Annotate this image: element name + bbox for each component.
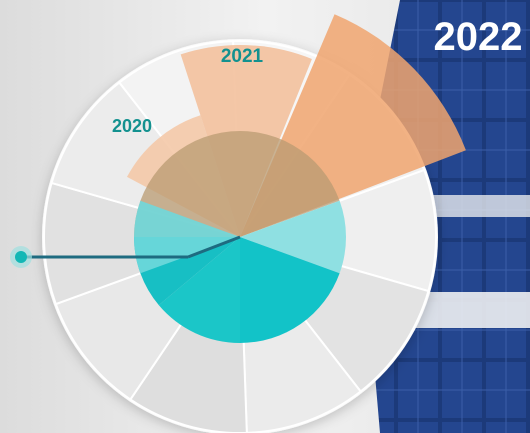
pointer-dot: [15, 251, 27, 263]
year-label: 2020: [112, 116, 152, 136]
year-label: 2022: [434, 15, 523, 59]
page: 2020 2021 2022 (() => { const data = JSO…: [0, 0, 530, 433]
year-label: 2021: [221, 46, 264, 67]
infographic: 2020 2021 2022: [0, 0, 530, 433]
